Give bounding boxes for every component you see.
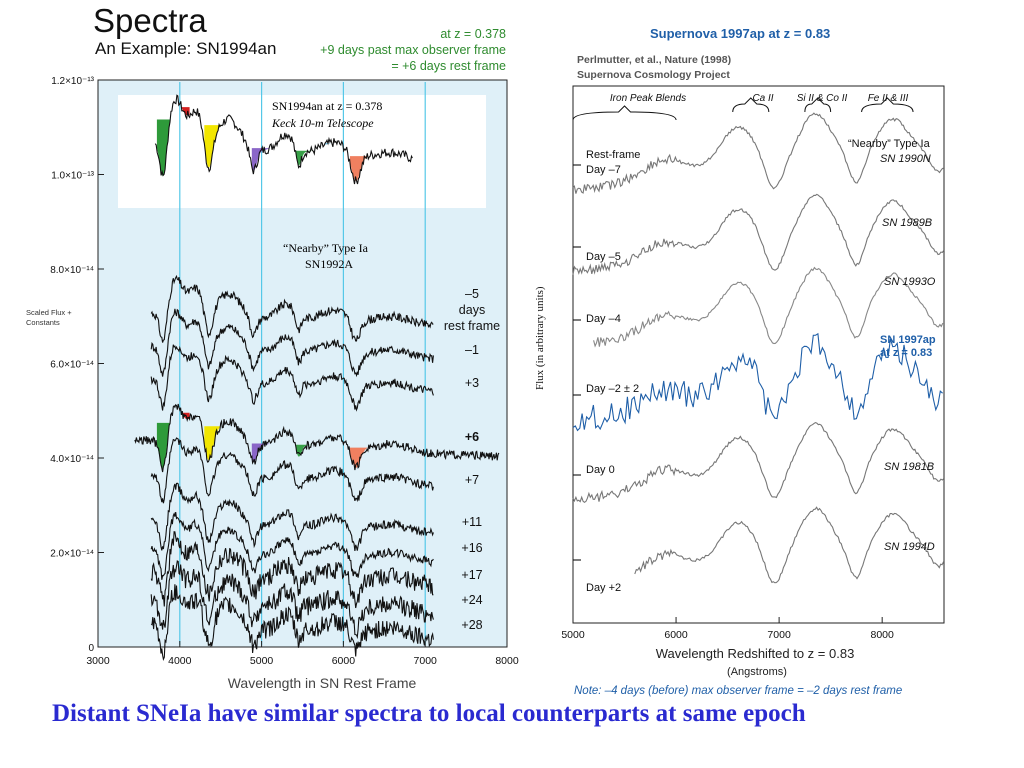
spectrum-series-8 — [150, 560, 434, 640]
left-xtick-label-5: 8000 — [495, 655, 519, 667]
sn-label-7: SN 1994D — [884, 541, 935, 553]
day-label-6: Day +2 — [586, 582, 621, 594]
spectrum-sn-1997ap — [572, 332, 943, 432]
slide-subtitle: An Example: SN1994an — [95, 39, 277, 58]
sn-label-0: “Nearby” Type Ia — [848, 138, 931, 150]
sn-label-6: SN 1981B — [884, 461, 934, 473]
sn-label-1: SN 1990N — [880, 153, 931, 165]
left-ylabel-line-1: Scaled Flux + — [26, 308, 72, 317]
series-label-0: –5 — [465, 287, 479, 301]
day-label-0: Rest-frame — [586, 149, 640, 161]
series-label-3: –1 — [465, 343, 479, 357]
right-xtick-label-1: 6000 — [664, 629, 688, 641]
left-xtick-label-4: 7000 — [414, 655, 438, 667]
series-label-4: +3 — [465, 376, 479, 390]
left-ytick-label-6: 1.2×10⁻¹³ — [51, 76, 94, 87]
day-label-1: Day –7 — [586, 164, 621, 176]
left-ylabel-line-2: Constants — [26, 318, 60, 327]
epoch-note-line-3: = +6 days rest frame — [391, 59, 506, 73]
right-chart-title: Supernova 1997ap at z = 0.83 — [650, 26, 830, 41]
nearby-label-2: SN1992A — [305, 257, 353, 271]
right-xtick-label-2: 7000 — [767, 629, 791, 641]
epoch-note-line-1: at z = 0.378 — [440, 27, 506, 41]
right-xlabel-unit: (Angstroms) — [727, 666, 787, 678]
spectrum-sn-1990n — [572, 112, 944, 194]
left-xtick-label-2: 5000 — [250, 655, 274, 667]
spectrum-series-4 — [150, 437, 434, 504]
spectrum-series-7 — [150, 531, 434, 609]
feature-fill-0-6 — [349, 156, 368, 181]
left-xtick-label-3: 6000 — [332, 655, 356, 667]
day-label-5: Day 0 — [586, 464, 615, 476]
spectrum-sn-1981b — [572, 421, 945, 503]
inset-label-2: Keck 10-m Telescope — [271, 116, 374, 130]
left-ytick-label-5: 1.0×10⁻¹³ — [51, 171, 94, 182]
spectrum-series-2 — [150, 344, 434, 412]
series-label-1: days — [459, 303, 485, 317]
left-xlabel: Wavelength in SN Rest Frame — [228, 675, 417, 691]
feature-fill-0-3 — [251, 148, 270, 171]
sn1994an-spectra-chart: 0 2.0×10⁻¹⁴ 4.0×10⁻¹⁴ 6.0×10⁻¹⁴ 8.0×10⁻¹⁴ 1.0… — [26, 76, 519, 691]
sn-label-2: SN 1989B — [882, 217, 932, 229]
spectrum-series-1 — [150, 308, 434, 378]
day-label-4: Day –2 ± 2 — [586, 383, 639, 395]
sn1997ap-spectra-chart: Supernova 1997ap at z = 0.83 Perlmutter,… — [534, 26, 945, 678]
series-label-10: +24 — [461, 593, 482, 607]
feature-fill-0-4 — [296, 150, 313, 166]
spectrum-sn-1989b — [572, 193, 945, 275]
sn-label-5: at z = 0.83 — [880, 347, 932, 359]
spectrum-sn-1994d — [634, 506, 945, 584]
right-xtick-label-0: 5000 — [561, 629, 585, 641]
feature-fill-1-2 — [204, 426, 221, 461]
sn-label-4: SN 1997ap — [880, 334, 936, 346]
right-xtick-label-3: 8000 — [870, 629, 894, 641]
series-label-9: +17 — [461, 568, 482, 582]
footnote: Note: –4 days (before) max observer fram… — [574, 685, 903, 697]
sn-label-3: SN 1993O — [884, 276, 936, 288]
feature-fill-0-0 — [156, 119, 170, 177]
series-label-5: +6 — [465, 430, 479, 444]
slide-caption: Distant SNeIa have similar spectra to lo… — [52, 700, 806, 727]
feature-label-1: Ca II — [752, 93, 773, 104]
feature-bracket-1 — [732, 97, 770, 113]
slide-title: Spectra — [93, 2, 207, 39]
series-label-8: +16 — [461, 541, 482, 555]
inset-label-1: SN1994an at z = 0.378 — [272, 99, 382, 113]
feature-bracket-3 — [861, 97, 914, 113]
day-label-2: Day –5 — [586, 251, 621, 263]
series-label-6: +7 — [465, 473, 479, 487]
series-label-11: +28 — [461, 618, 482, 632]
spectrum-series-5 — [150, 482, 434, 551]
spectrum-series-6 — [150, 512, 434, 580]
left-ytick-label-4: 8.0×10⁻¹⁴ — [50, 265, 94, 276]
feature-bracket-0 — [572, 105, 677, 121]
series-label-2: rest frame — [444, 319, 500, 333]
right-xlabel: Wavelength Redshifted to z = 0.83 — [656, 646, 855, 661]
feature-fill-0-5 — [325, 143, 332, 145]
nearby-label-1: “Nearby” Type Ia — [283, 241, 369, 255]
day-label-3: Day –4 — [586, 313, 621, 325]
spectrum-series-0 — [150, 274, 434, 343]
left-xtick-label-0: 3000 — [86, 655, 110, 667]
feature-label-0: Iron Peak Blends — [610, 93, 686, 104]
left-ytick-label-2: 4.0×10⁻¹⁴ — [50, 454, 94, 465]
spectrum-series-9 — [150, 584, 434, 661]
feature-bracket-2 — [804, 97, 832, 113]
left-xtick-label-1: 4000 — [168, 655, 192, 667]
series-label-7: +11 — [462, 515, 482, 529]
right-ylabel: Flux (in arbitrary units) — [534, 286, 546, 390]
credit-line-1: Perlmutter, et al., Nature (1998) — [577, 54, 731, 66]
feature-label-2: Si II & Co II — [797, 93, 848, 104]
spectrum-sn-1993o — [593, 266, 944, 348]
spectrum-sn1994an — [154, 94, 413, 185]
left-ytick-label-1: 2.0×10⁻¹⁴ — [50, 549, 94, 560]
left-ytick-label-0: 0 — [88, 643, 94, 654]
feature-fill-0-2 — [204, 125, 221, 168]
left-ytick-label-3: 6.0×10⁻¹⁴ — [50, 360, 94, 371]
feature-label-3: Fe II & III — [868, 93, 909, 104]
credit-line-2: Supernova Cosmology Project — [577, 69, 730, 81]
spectrum-series-3 — [134, 403, 500, 473]
epoch-note-line-2: +9 days past max observer frame — [320, 43, 506, 57]
